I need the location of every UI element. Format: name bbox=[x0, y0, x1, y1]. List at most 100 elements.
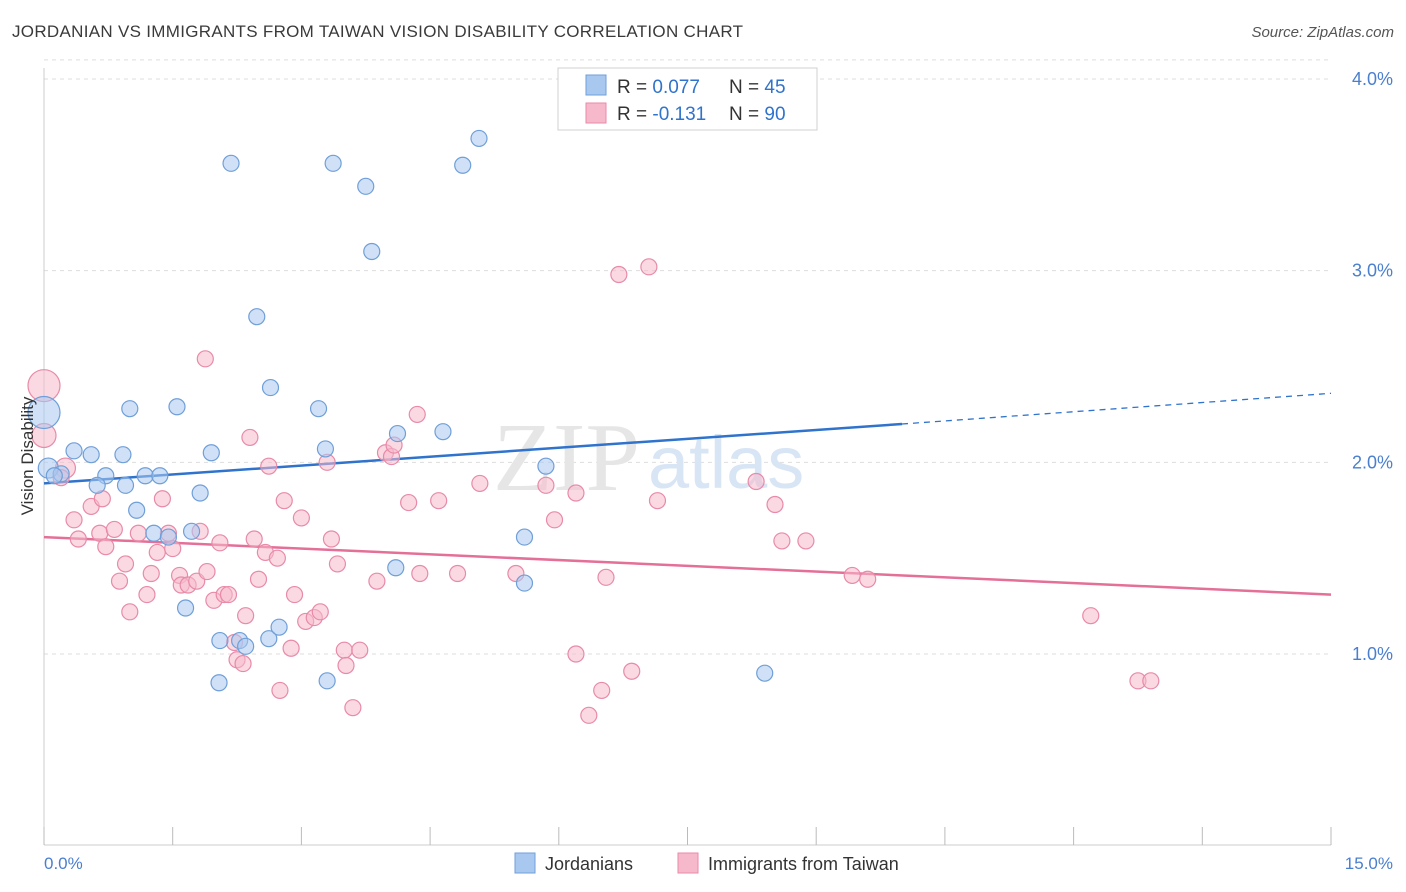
point-jordanians bbox=[151, 467, 169, 485]
point-taiwan bbox=[138, 585, 156, 604]
point-jordanians bbox=[176, 599, 195, 617]
point-taiwan bbox=[567, 484, 585, 502]
point-taiwan bbox=[148, 543, 166, 562]
point-jordanians bbox=[454, 156, 472, 174]
point-jordanians bbox=[387, 559, 405, 577]
point-taiwan bbox=[328, 555, 347, 573]
point-taiwan bbox=[285, 585, 304, 604]
point-jordanians bbox=[191, 484, 209, 502]
point-jordanians bbox=[756, 664, 774, 682]
point-taiwan bbox=[1082, 607, 1100, 625]
point-jordanians bbox=[363, 242, 381, 261]
point-taiwan bbox=[153, 490, 172, 508]
point-jordanians bbox=[434, 423, 452, 441]
point-jordanians bbox=[202, 444, 220, 462]
point-taiwan bbox=[337, 656, 355, 675]
legend-bottom: Jordanians Immigrants from Taiwan bbox=[514, 852, 899, 874]
point-taiwan bbox=[471, 474, 489, 493]
point-jordanians bbox=[159, 528, 178, 546]
point-jordanians bbox=[537, 457, 555, 475]
point-taiwan bbox=[593, 681, 611, 700]
point-taiwan bbox=[196, 350, 214, 368]
point-jordanians bbox=[128, 501, 146, 519]
point-taiwan bbox=[843, 566, 861, 585]
point-taiwan bbox=[430, 492, 448, 510]
point-jordanians bbox=[121, 400, 139, 418]
point-taiwan bbox=[747, 472, 765, 491]
y-tick-label: 3.0% bbox=[1352, 261, 1393, 281]
point-jordanians bbox=[182, 522, 201, 540]
point-taiwan bbox=[773, 532, 791, 550]
point-taiwan bbox=[623, 662, 641, 680]
point-taiwan bbox=[271, 681, 289, 700]
point-jordanians bbox=[248, 308, 266, 326]
point-taiwan bbox=[400, 493, 418, 512]
point-jordanians bbox=[470, 129, 488, 148]
legend-swatch-jordanians bbox=[585, 74, 607, 96]
point-jordanians bbox=[145, 524, 163, 542]
point-jordanians bbox=[388, 424, 407, 443]
point-taiwan bbox=[211, 534, 229, 552]
legend-bottom-label-taiwan: Immigrants from Taiwan bbox=[708, 854, 899, 874]
point-taiwan bbox=[105, 520, 123, 539]
point-taiwan bbox=[545, 511, 564, 529]
point-jordanians bbox=[116, 476, 135, 494]
point-taiwan bbox=[260, 457, 278, 475]
point-taiwan bbox=[65, 511, 83, 529]
point-jordanians bbox=[324, 154, 342, 172]
point-jordanians bbox=[27, 395, 61, 430]
y-tick-label: 4.0% bbox=[1352, 69, 1393, 89]
point-jordanians bbox=[318, 672, 336, 690]
point-taiwan bbox=[597, 568, 615, 586]
point-jordanians bbox=[168, 398, 186, 416]
point-taiwan bbox=[311, 603, 329, 621]
point-jordanians bbox=[45, 467, 63, 485]
point-jordanians bbox=[222, 154, 240, 172]
point-taiwan bbox=[322, 530, 341, 548]
point-jordanians bbox=[237, 637, 255, 655]
point-jordanians bbox=[261, 378, 280, 397]
point-taiwan bbox=[368, 572, 386, 590]
point-taiwan bbox=[219, 585, 238, 604]
point-taiwan bbox=[344, 699, 362, 717]
legend-bottom-label-jordanians: Jordanians bbox=[545, 854, 633, 874]
chart-title: JORDANIAN VS IMMIGRANTS FROM TAIWAN VISI… bbox=[12, 22, 744, 41]
y-tick-labels: 1.0% 2.0% 3.0% 4.0% bbox=[1352, 69, 1393, 664]
point-taiwan bbox=[408, 405, 426, 424]
watermark-zip: ZIP bbox=[493, 404, 640, 512]
legend-top: R = 0.077 N = 45 R = -0.131 N = 90 bbox=[557, 67, 818, 131]
watermark-atlas: atlas bbox=[648, 421, 804, 504]
point-taiwan bbox=[292, 509, 310, 527]
legend-r-label-jordanians: R = 0.077 bbox=[617, 77, 700, 98]
point-jordanians bbox=[515, 528, 534, 546]
trend-lines bbox=[43, 392, 1332, 596]
point-jordanians bbox=[210, 674, 228, 692]
point-taiwan bbox=[797, 532, 815, 550]
point-taiwan bbox=[766, 495, 784, 514]
point-taiwan bbox=[567, 645, 585, 663]
y-tick-label: 2.0% bbox=[1352, 452, 1393, 472]
point-taiwan bbox=[241, 428, 259, 447]
point-taiwan bbox=[580, 706, 598, 724]
legend-r-label-taiwan: R = -0.131 bbox=[617, 104, 706, 125]
point-jordanians bbox=[211, 631, 229, 650]
point-jordanians bbox=[114, 446, 132, 464]
point-taiwan bbox=[237, 607, 255, 625]
point-jordanians bbox=[65, 442, 83, 460]
point-taiwan bbox=[640, 258, 658, 276]
point-taiwan bbox=[69, 530, 87, 548]
point-taiwan bbox=[110, 572, 129, 590]
point-taiwan bbox=[610, 265, 628, 284]
point-jordanians bbox=[270, 618, 288, 636]
point-taiwan bbox=[129, 524, 147, 542]
point-taiwan bbox=[335, 641, 353, 659]
point-taiwan bbox=[268, 549, 286, 567]
y-tick-label: 1.0% bbox=[1352, 644, 1393, 664]
legend-swatch-taiwan bbox=[585, 102, 607, 124]
point-taiwan bbox=[121, 603, 139, 621]
x-tick-label-max: 15.0% bbox=[1345, 854, 1393, 873]
watermark: ZIP atlas bbox=[493, 404, 804, 512]
point-taiwan bbox=[234, 654, 252, 673]
